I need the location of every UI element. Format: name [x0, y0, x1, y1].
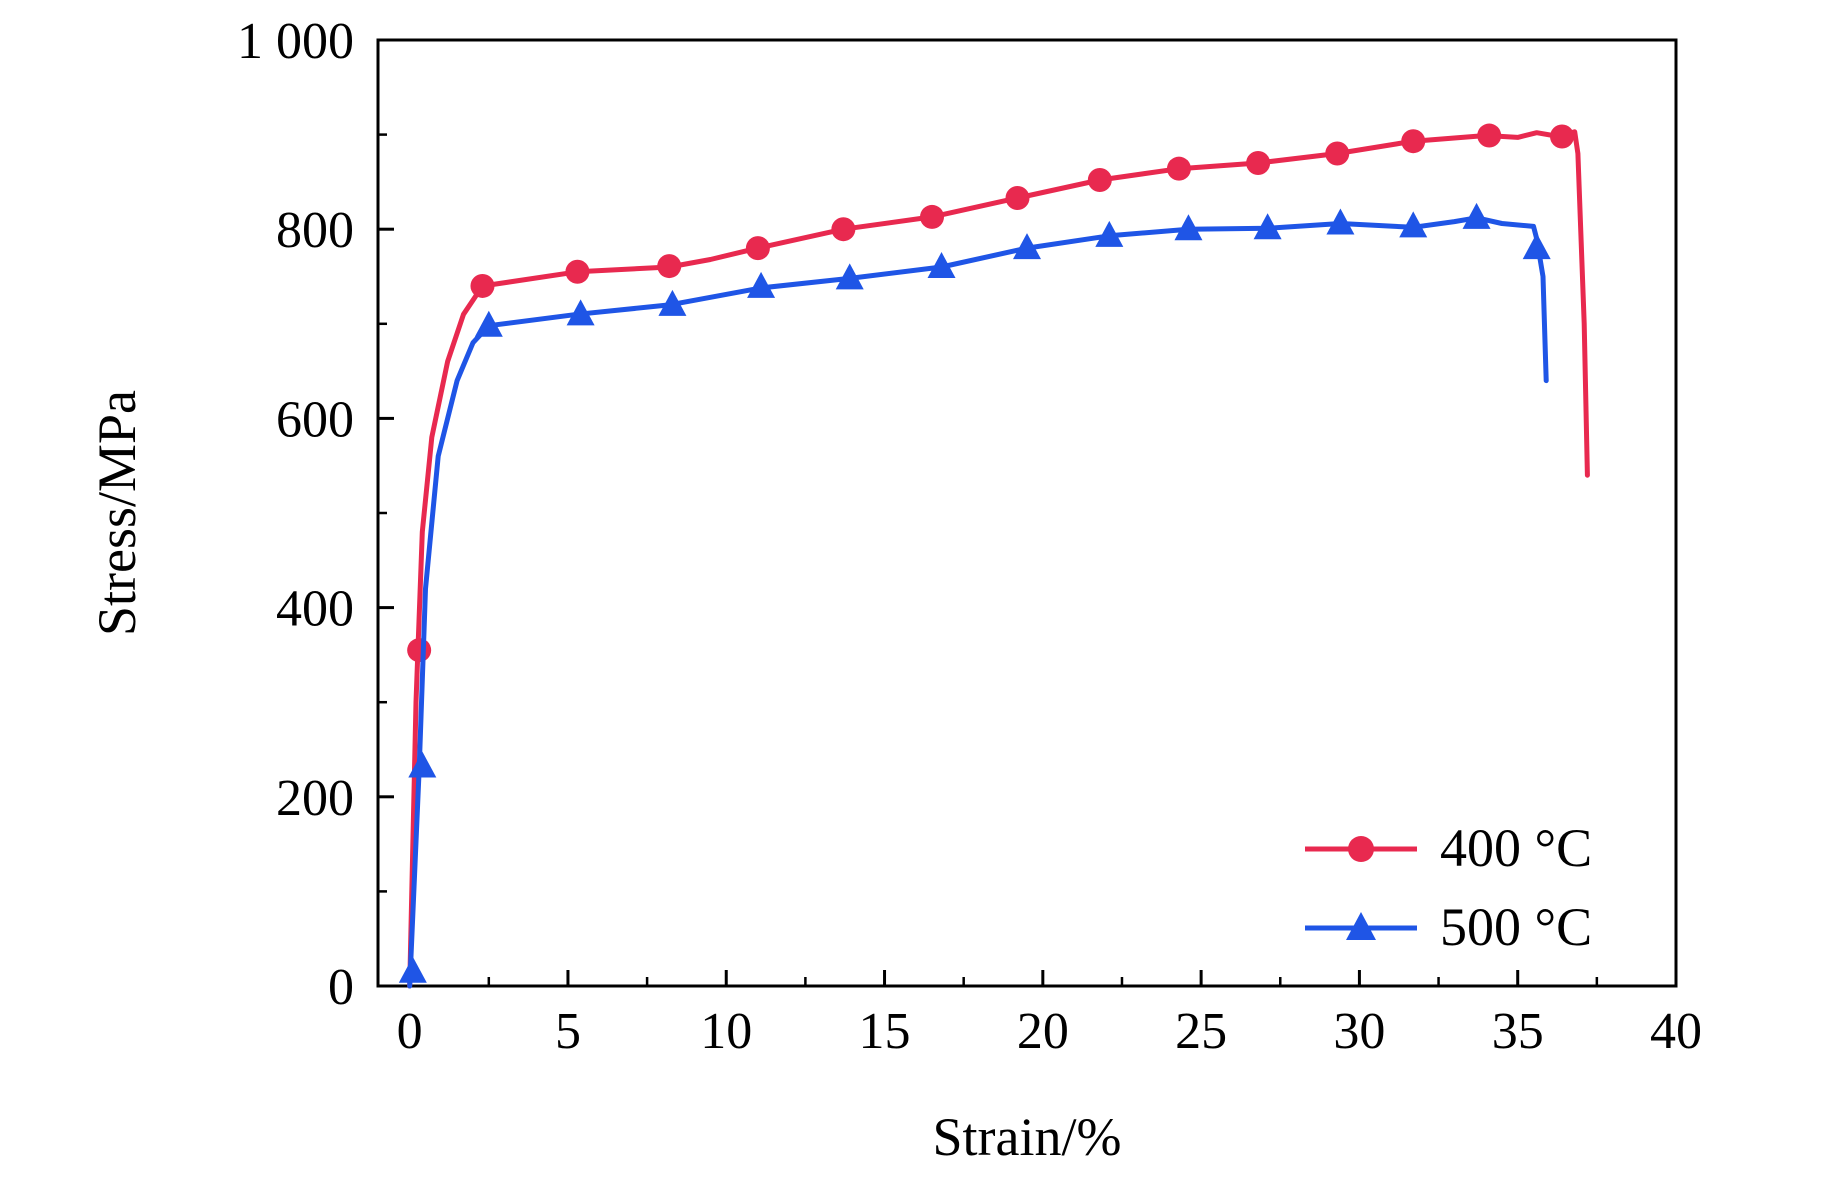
y-tick-label: 200 — [276, 770, 354, 827]
x-tick-label: 20 — [1017, 1003, 1069, 1060]
x-tick-label: 25 — [1175, 1003, 1227, 1060]
x-tick-label: 35 — [1492, 1003, 1544, 1060]
data-point-circle — [1246, 150, 1271, 175]
data-point-triangle — [658, 289, 687, 316]
y-tick-label: 400 — [276, 581, 354, 638]
data-point-triangle — [566, 299, 595, 326]
data-point-triangle — [408, 751, 437, 778]
x-tick-label: 15 — [859, 1003, 911, 1060]
data-point-circle — [745, 236, 770, 261]
data-point-triangle — [835, 263, 864, 290]
data-point-circle — [1005, 185, 1030, 210]
series-line-1 — [407, 215, 1549, 989]
data-point-circle — [1550, 124, 1575, 149]
data-point-circle — [1401, 129, 1426, 154]
data-point-triangle — [1522, 233, 1551, 260]
data-point-circle — [407, 638, 432, 663]
data-point-triangle — [1399, 211, 1428, 238]
data-point-triangle — [1253, 213, 1282, 240]
data-point-triangle — [1174, 214, 1203, 241]
legend-marker-400c — [1348, 836, 1374, 862]
x-tick-label: 40 — [1650, 1003, 1702, 1060]
y-tick-label: 800 — [276, 202, 354, 259]
data-point-triangle — [1095, 220, 1124, 247]
data-point-circle — [657, 254, 682, 279]
series-line-0 — [407, 129, 1590, 989]
data-point-circle — [1325, 141, 1350, 166]
data-point-triangle — [927, 252, 956, 279]
legend: 400 °C 500 °C — [1305, 818, 1592, 957]
data-point-circle — [831, 217, 856, 242]
y-tick-label: 600 — [276, 391, 354, 448]
data-point-triangle — [1013, 233, 1041, 260]
x-tick-label: 5 — [555, 1003, 581, 1060]
legend-label-500c: 500 °C — [1440, 897, 1592, 957]
legend-label-400c: 400 °C — [1440, 818, 1592, 878]
data-point-triangle — [1326, 208, 1355, 235]
x-axis-title: Strain/% — [933, 1107, 1122, 1167]
data-point-circle — [1166, 156, 1191, 181]
data-point-triangle — [474, 310, 503, 337]
axis-ticks — [378, 38, 1678, 988]
y-tick-label: 0 — [328, 959, 354, 1016]
data-point-triangle — [747, 271, 776, 298]
data-point-triangle — [398, 956, 427, 983]
data-point-circle — [920, 204, 945, 229]
data-point-circle — [1477, 123, 1502, 148]
data-point-circle — [470, 273, 495, 298]
series-layer — [398, 123, 1590, 989]
data-point-triangle — [1462, 202, 1491, 229]
x-tick-label: 0 — [397, 1003, 423, 1060]
data-point-circle — [1087, 168, 1112, 193]
legend-marker-500c — [1346, 912, 1376, 940]
x-tick-label: 30 — [1333, 1003, 1385, 1060]
data-point-circle — [565, 259, 590, 284]
y-axis-title: Stress/MPa — [87, 390, 147, 636]
x-tick-label: 10 — [700, 1003, 752, 1060]
y-tick-label: 1 000 — [237, 13, 354, 70]
